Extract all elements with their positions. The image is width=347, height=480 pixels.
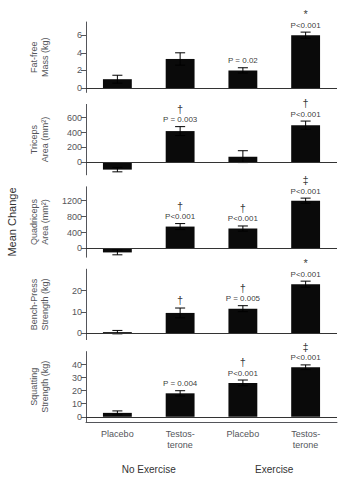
svg-text:40: 40 <box>72 360 82 370</box>
svg-text:‡: ‡ <box>303 174 309 186</box>
svg-text:30: 30 <box>72 373 82 383</box>
svg-text:P = 0.02: P = 0.02 <box>228 56 258 65</box>
svg-text:‡: ‡ <box>303 341 309 353</box>
svg-text:800: 800 <box>67 212 82 222</box>
svg-text:Triceps: Triceps <box>29 125 39 155</box>
svg-text:†: † <box>177 103 183 115</box>
svg-text:P<0.001: P<0.001 <box>291 110 322 119</box>
svg-text:Fat-free: Fat-free <box>29 41 39 73</box>
svg-text:terone: terone <box>167 440 193 450</box>
svg-text:2: 2 <box>77 65 82 75</box>
svg-text:0: 0 <box>77 83 82 93</box>
svg-text:400: 400 <box>67 128 82 138</box>
svg-text:*: * <box>303 8 308 20</box>
svg-text:Quadriceps: Quadriceps <box>29 198 39 245</box>
svg-text:Placebo: Placebo <box>101 429 134 439</box>
svg-text:P<0.001: P<0.001 <box>291 21 322 30</box>
svg-text:20: 20 <box>72 286 82 296</box>
svg-text:0: 0 <box>77 412 82 422</box>
svg-text:†: † <box>303 97 309 109</box>
svg-text:terone: terone <box>293 440 319 450</box>
svg-text:*: * <box>303 257 308 269</box>
svg-text:400: 400 <box>67 228 82 238</box>
svg-text:6: 6 <box>77 30 82 40</box>
svg-text:P<0.001: P<0.001 <box>165 212 196 221</box>
svg-text:†: † <box>240 356 246 368</box>
svg-text:10: 10 <box>72 399 82 409</box>
svg-text:Area (mm²): Area (mm²) <box>40 199 50 245</box>
svg-text:1200: 1200 <box>62 196 82 206</box>
svg-text:†: † <box>177 200 183 212</box>
svg-text:Placebo: Placebo <box>227 429 260 439</box>
svg-text:P = 0.004: P = 0.004 <box>163 379 198 388</box>
svg-text:0: 0 <box>77 328 82 338</box>
svg-text:Strength (kg): Strength (kg) <box>40 278 50 330</box>
svg-text:P<0.001: P<0.001 <box>291 187 322 196</box>
svg-text:†: † <box>177 294 183 306</box>
svg-text:P<0.001: P<0.001 <box>291 353 322 362</box>
svg-text:Strength (kg): Strength (kg) <box>40 361 50 413</box>
svg-text:P<0.001: P<0.001 <box>228 369 259 378</box>
svg-text:P<0.001: P<0.001 <box>228 214 259 223</box>
svg-text:†: † <box>240 202 246 214</box>
svg-text:Mass (kg): Mass (kg) <box>40 37 50 77</box>
svg-text:4: 4 <box>77 48 82 58</box>
svg-text:P = 0.003: P = 0.003 <box>163 115 198 124</box>
svg-text:Squatting: Squatting <box>29 368 39 406</box>
svg-text:20: 20 <box>72 386 82 396</box>
svg-text:Testos-: Testos- <box>166 429 195 439</box>
svg-text:Bench-Press: Bench-Press <box>29 278 39 330</box>
svg-text:Testos-: Testos- <box>291 429 320 439</box>
svg-text:Mean Change: Mean Change <box>6 187 18 256</box>
svg-text:†: † <box>240 282 246 294</box>
svg-text:600: 600 <box>67 113 82 123</box>
svg-text:0: 0 <box>77 243 82 253</box>
svg-text:200: 200 <box>67 142 82 152</box>
svg-text:0: 0 <box>77 157 82 167</box>
svg-text:No Exercise: No Exercise <box>122 464 176 475</box>
svg-text:10: 10 <box>72 307 82 317</box>
svg-text:Exercise: Exercise <box>255 464 294 475</box>
svg-text:P<0.001: P<0.001 <box>291 270 322 279</box>
svg-text:P = 0.005: P = 0.005 <box>226 294 261 303</box>
svg-text:Area (mm²): Area (mm²) <box>40 117 50 163</box>
